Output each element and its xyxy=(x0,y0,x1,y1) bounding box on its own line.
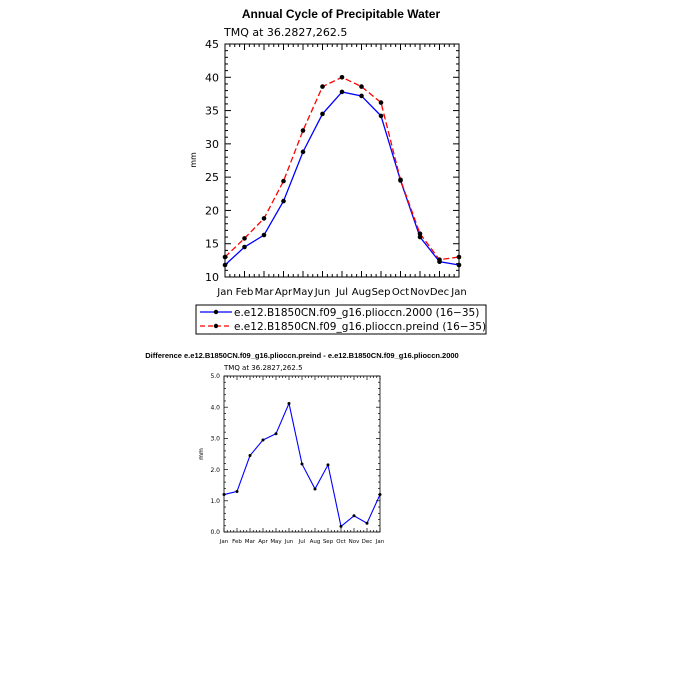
x-tick-label: Apr xyxy=(275,287,293,298)
x-tick-label: Oct xyxy=(392,287,409,298)
y-tick-label: 2.0 xyxy=(210,467,220,474)
series-2-point xyxy=(398,177,403,183)
series-2-point xyxy=(300,128,306,133)
series-1-point xyxy=(235,489,239,493)
legend-item-series-preind: e.e12.B1850CN.f09_g16.plioccn.preind (16… xyxy=(200,321,486,333)
y-tick-label: 5.0 xyxy=(210,373,220,380)
legend-marker-2000 xyxy=(213,309,219,315)
series-2-point xyxy=(417,231,423,237)
difference-chart-subtitle: TMQ at 36.2827,262.5 xyxy=(223,364,303,372)
x-tick-label: Jan xyxy=(450,287,466,298)
series-1-point xyxy=(248,454,252,458)
x-tick-label: Sep xyxy=(372,287,391,298)
x-tick-label: Sep xyxy=(323,539,334,545)
y-tick-label: 4.0 xyxy=(210,404,220,411)
series-line-1 xyxy=(224,91,460,266)
series-1-point xyxy=(378,113,384,119)
legend-label-2000: e.e12.B1850CN.f09_g16.plioccn.2000 (16−3… xyxy=(234,307,479,319)
x-tick-label: May xyxy=(270,539,282,545)
series-2-point xyxy=(359,84,364,89)
series-1-point xyxy=(274,432,278,436)
x-tick-label: Jun xyxy=(314,287,331,298)
difference-chart-title: Difference e.e12.B1850CN.f09_g16.plioccn… xyxy=(145,351,458,360)
y-tick-label: 45 xyxy=(205,38,219,51)
legend-label-preind: e.e12.B1850CN.f09_g16.plioccn.preind (16… xyxy=(234,321,486,333)
y-tick-label: 1.0 xyxy=(210,498,220,505)
difference-data-series xyxy=(222,401,382,528)
chart-subtitle: TMQ at 36.2827,262.5 xyxy=(223,26,347,39)
precipitable-water-annual-cycle-chart: Annual Cycle of Precipitable Water TMQ a… xyxy=(189,7,467,298)
series-1-point xyxy=(326,463,330,467)
series-2-point xyxy=(261,216,267,221)
series-1-point xyxy=(287,401,291,405)
series-1-point xyxy=(320,111,325,117)
x-tick-label: Aug xyxy=(310,539,321,545)
chart-title: Annual Cycle of Precipitable Water xyxy=(242,7,441,21)
x-tick-label: Mar xyxy=(255,287,275,298)
y-tick-label: 30 xyxy=(205,138,219,151)
y-tick-label: 25 xyxy=(205,171,219,184)
plot-frame xyxy=(224,43,460,278)
y-tick-label: 40 xyxy=(205,71,219,84)
series-1-point xyxy=(359,93,364,99)
series-1-point xyxy=(261,438,265,442)
legend-marker-preind xyxy=(213,323,219,329)
y-tick-label: 35 xyxy=(205,105,219,118)
x-tick-label: Feb xyxy=(232,539,242,545)
series-2-point xyxy=(242,236,247,241)
series-1-point xyxy=(261,232,267,238)
x-tick-label: Oct xyxy=(336,539,346,545)
x-tick-label: Apr xyxy=(258,539,268,545)
series-1-point xyxy=(352,514,356,518)
legend-item-series-2000: e.e12.B1850CN.f09_g16.plioccn.2000 (16−3… xyxy=(200,307,479,319)
difference-plot-frame xyxy=(223,375,381,533)
data-series xyxy=(222,74,462,268)
y-tick-label: 3.0 xyxy=(210,436,220,443)
y-tick-labels: 10 15 20 25 30 35 40 45 xyxy=(205,38,219,284)
x-tick-label: Nov xyxy=(349,539,360,545)
x-tick-label: Feb xyxy=(236,287,254,298)
series-2-point xyxy=(339,74,345,80)
series-1-point xyxy=(300,149,306,155)
legend: e.e12.B1850CN.f09_g16.plioccn.2000 (16−3… xyxy=(195,304,487,335)
difference-y-axis-label: mm xyxy=(198,448,205,460)
y-tick-label: 15 xyxy=(205,238,219,251)
series-1-point xyxy=(339,89,345,95)
series-1-point xyxy=(300,462,304,466)
series-2-point xyxy=(437,257,442,262)
difference-x-tick-labels: Jan Feb Mar Apr May Jun Jul Aug Sep Oct Nov Dec Jan xyxy=(219,539,385,545)
difference-y-tick-labels: 0.0 1.0 2.0 3.0 4.0 5.0 xyxy=(210,373,220,536)
x-tick-label: Jan xyxy=(216,287,232,298)
series-line-2 xyxy=(224,76,460,261)
x-tick-label: Mar xyxy=(245,539,256,545)
legend-box xyxy=(195,304,487,335)
series-2-point xyxy=(281,178,286,184)
y-axis-label: mm xyxy=(189,152,198,168)
series-2-point xyxy=(320,84,325,89)
x-tick-label: Jan xyxy=(375,539,385,545)
difference-chart: Difference e.e12.B1850CN.f09_g16.plioccn… xyxy=(145,351,458,545)
x-tick-label: Jan xyxy=(219,539,229,545)
x-tick-label: Dec xyxy=(430,287,449,298)
x-tick-label: Nov xyxy=(410,287,430,298)
series-1-point xyxy=(417,234,423,240)
y-tick-label: 0.0 xyxy=(210,529,220,536)
x-tick-label: Jun xyxy=(284,539,294,545)
difference-axis-ticks xyxy=(223,375,381,533)
series-1-point xyxy=(313,487,317,491)
y-tick-label: 10 xyxy=(205,271,219,284)
x-tick-label: Aug xyxy=(352,287,372,298)
series-2-point xyxy=(378,100,384,105)
series-1-point xyxy=(281,198,286,204)
x-tick-label: Jul xyxy=(298,539,306,545)
series-1-point xyxy=(339,524,343,528)
y-tick-label: 20 xyxy=(205,204,219,217)
x-tick-label: Jul xyxy=(335,287,348,298)
series-1-point xyxy=(242,244,247,250)
series-1-point xyxy=(365,521,369,525)
x-tick-label: May xyxy=(293,287,314,298)
x-tick-labels: Jan Feb Mar Apr May Jun Jul Aug Sep Oct Nov Dec Jan xyxy=(216,287,466,298)
x-tick-label: Dec xyxy=(362,539,373,545)
